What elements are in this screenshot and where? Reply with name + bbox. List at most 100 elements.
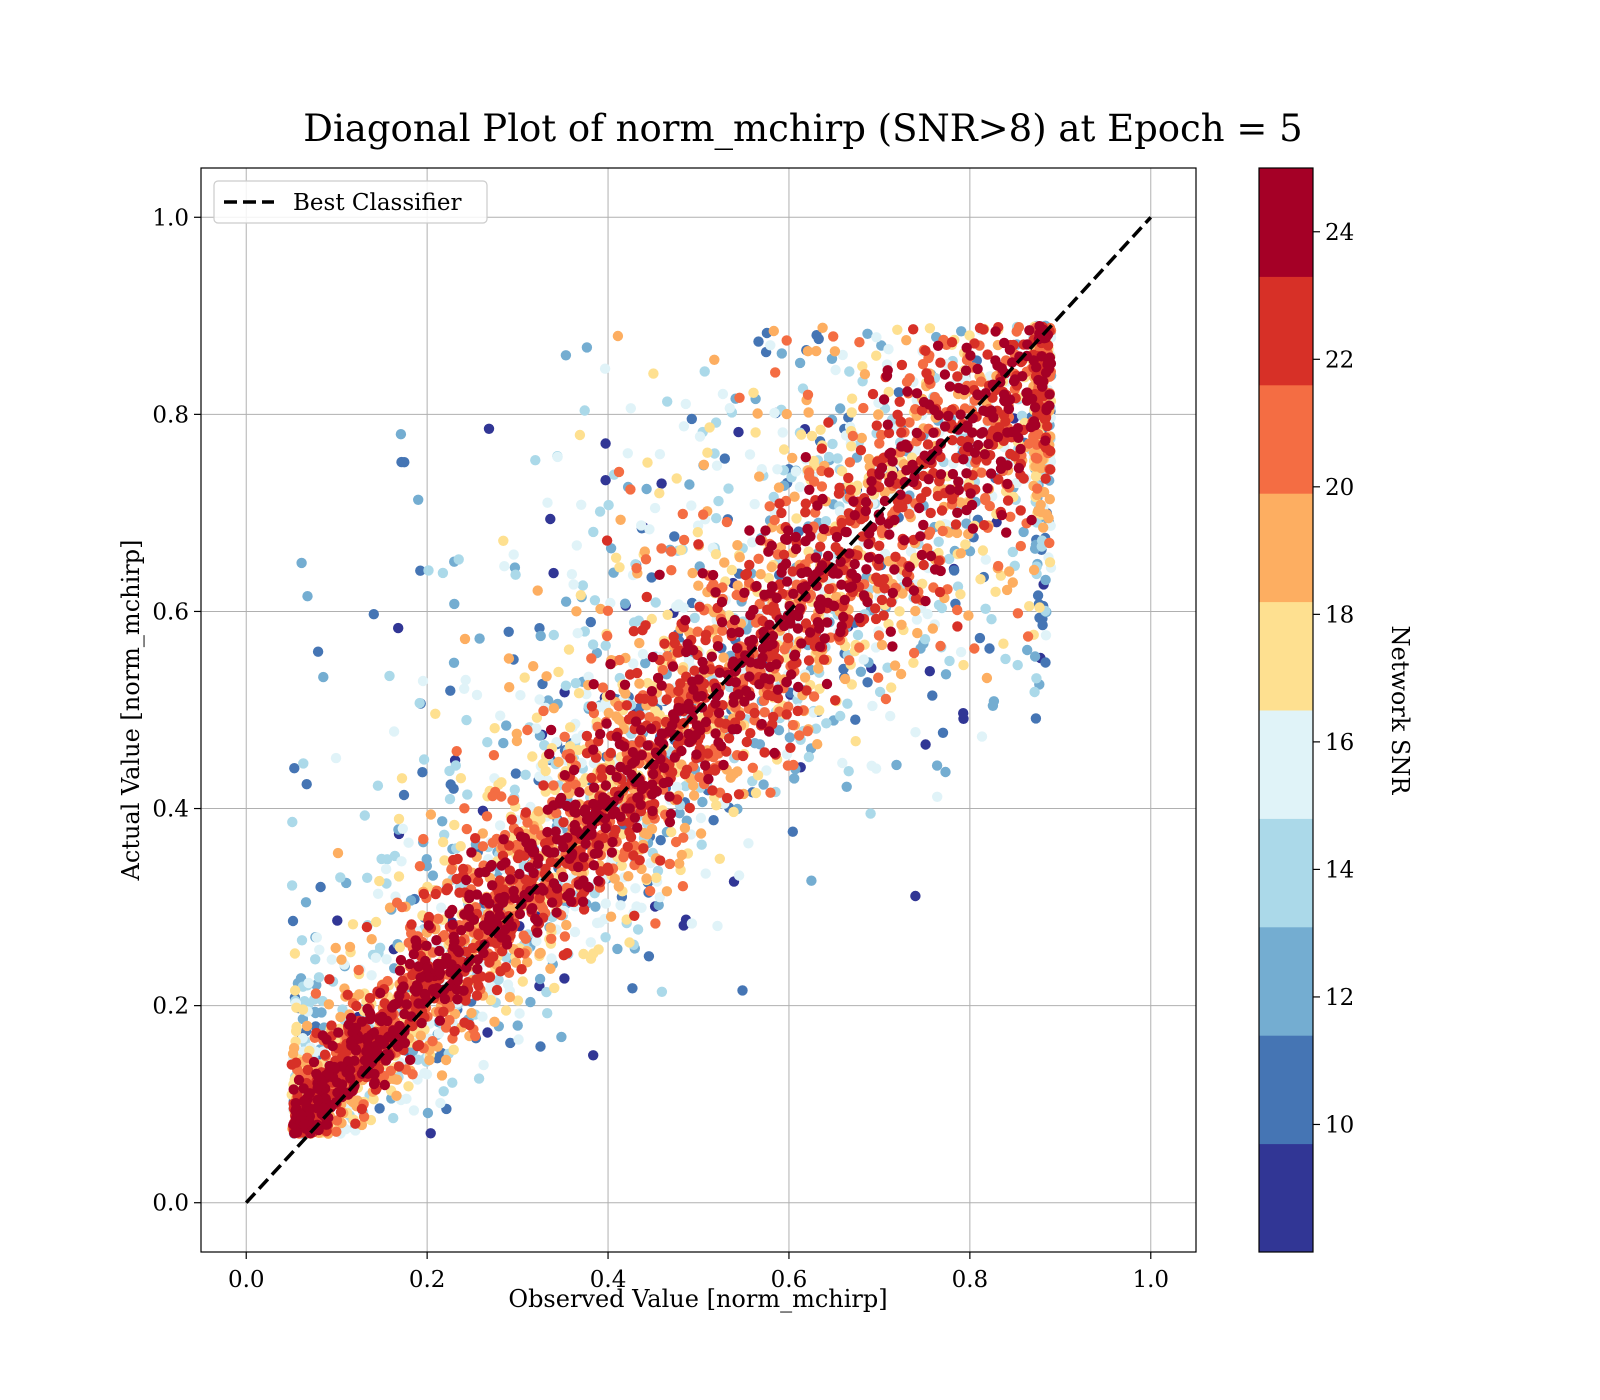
data-point bbox=[420, 989, 431, 1001]
data-point bbox=[553, 666, 564, 678]
data-point bbox=[482, 1027, 493, 1038]
data-point bbox=[921, 486, 932, 497]
data-point bbox=[560, 596, 572, 607]
data-point bbox=[595, 866, 606, 877]
data-point bbox=[577, 580, 589, 591]
data-point bbox=[929, 391, 941, 403]
data-point bbox=[953, 476, 964, 487]
data-point bbox=[975, 376, 987, 387]
data-point bbox=[712, 641, 724, 652]
data-point bbox=[522, 957, 533, 968]
data-point bbox=[901, 335, 912, 346]
data-point bbox=[964, 330, 975, 341]
data-point bbox=[376, 853, 387, 865]
data-point bbox=[739, 587, 750, 598]
data-point bbox=[481, 811, 493, 822]
data-point bbox=[951, 527, 963, 539]
data-point bbox=[764, 674, 776, 685]
data-point bbox=[578, 852, 589, 863]
data-point bbox=[662, 651, 673, 662]
data-point bbox=[508, 885, 519, 897]
data-point bbox=[415, 972, 426, 983]
data-point bbox=[715, 740, 727, 752]
data-point bbox=[818, 523, 830, 535]
data-point bbox=[630, 883, 641, 894]
data-point bbox=[1031, 673, 1042, 684]
data-point bbox=[976, 731, 988, 742]
data-point bbox=[980, 603, 991, 614]
data-point bbox=[728, 697, 739, 708]
data-point bbox=[687, 567, 698, 579]
data-point bbox=[424, 1054, 435, 1066]
data-point bbox=[590, 752, 602, 763]
data-point bbox=[812, 617, 824, 628]
data-point bbox=[542, 1008, 553, 1019]
data-point bbox=[511, 728, 522, 739]
data-point bbox=[421, 940, 432, 951]
data-point bbox=[702, 748, 714, 759]
data-point bbox=[919, 634, 931, 645]
data-point bbox=[640, 554, 652, 565]
data-point bbox=[858, 654, 869, 665]
data-point bbox=[486, 859, 497, 871]
data-point bbox=[345, 1012, 357, 1024]
data-point bbox=[953, 484, 964, 496]
data-point bbox=[704, 422, 715, 433]
data-point bbox=[733, 689, 744, 700]
data-point bbox=[871, 420, 882, 431]
data-point bbox=[1032, 483, 1043, 494]
data-point bbox=[677, 508, 688, 520]
data-point bbox=[815, 594, 826, 605]
data-point bbox=[902, 386, 913, 397]
data-point bbox=[1030, 713, 1042, 724]
data-point bbox=[714, 717, 725, 728]
data-point bbox=[876, 524, 887, 535]
data-point bbox=[296, 1110, 307, 1121]
data-point bbox=[969, 338, 980, 349]
data-point bbox=[342, 989, 353, 1000]
data-point bbox=[694, 431, 706, 442]
data-point bbox=[1011, 326, 1022, 337]
data-point bbox=[549, 982, 560, 994]
data-point bbox=[323, 1067, 334, 1079]
data-point bbox=[861, 564, 872, 575]
data-point bbox=[700, 634, 711, 646]
data-point bbox=[433, 913, 444, 924]
data-point bbox=[504, 991, 516, 1003]
data-point bbox=[520, 769, 531, 780]
data-point bbox=[577, 896, 589, 907]
data-point bbox=[666, 565, 677, 576]
data-point bbox=[844, 655, 855, 666]
data-point bbox=[778, 549, 790, 560]
data-point bbox=[915, 531, 926, 542]
data-point bbox=[561, 919, 572, 931]
data-point bbox=[485, 994, 497, 1006]
data-point bbox=[737, 750, 749, 762]
data-point bbox=[958, 659, 969, 671]
data-point bbox=[745, 728, 756, 739]
data-point bbox=[545, 922, 556, 933]
data-point bbox=[362, 872, 373, 883]
data-point bbox=[933, 536, 944, 547]
data-point bbox=[767, 638, 778, 650]
data-point bbox=[693, 674, 704, 685]
data-point bbox=[570, 678, 581, 689]
data-point bbox=[793, 610, 804, 622]
data-point bbox=[1024, 325, 1035, 336]
data-point bbox=[960, 539, 971, 550]
data-point bbox=[935, 640, 946, 652]
data-point bbox=[1012, 608, 1024, 619]
data-point bbox=[310, 988, 322, 999]
data-point bbox=[499, 891, 510, 903]
data-point bbox=[1042, 359, 1053, 370]
data-point bbox=[656, 478, 667, 489]
data-point bbox=[917, 578, 928, 589]
data-point bbox=[862, 677, 873, 688]
data-point bbox=[630, 716, 642, 727]
data-point bbox=[857, 361, 868, 372]
data-point bbox=[496, 932, 507, 943]
data-point bbox=[431, 935, 442, 946]
data-point bbox=[754, 679, 765, 690]
data-point bbox=[639, 546, 650, 557]
data-point bbox=[553, 756, 564, 768]
